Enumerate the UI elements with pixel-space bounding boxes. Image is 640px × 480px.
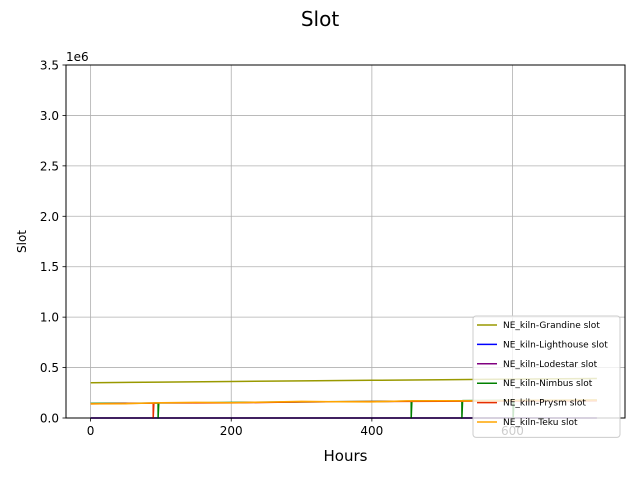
y-axis-label: Slot	[15, 230, 29, 253]
legend-label: NE_kiln-Lodestar slot	[503, 360, 598, 370]
x-tick-label: 0	[87, 424, 95, 438]
y-tick-label: 3.0	[40, 109, 59, 123]
y-tick-label: 2.0	[40, 210, 59, 224]
legend-label: NE_kiln-Prysm slot	[503, 399, 586, 409]
plot-frame	[65, 64, 626, 419]
legend-label: NE_kiln-Teku slot	[503, 418, 578, 428]
y-tick-label: 0.0	[40, 412, 59, 426]
y-tick-label: 2.5	[40, 159, 59, 173]
legend-label: NE_kiln-Grandine slot	[503, 321, 600, 331]
x-tick-label: 400	[360, 424, 383, 438]
legend-box	[472, 315, 621, 438]
y-tick-label: 3.5	[40, 59, 59, 73]
y-tick-label: 0.5	[40, 361, 59, 375]
y-tick-label: 1.0	[40, 311, 59, 325]
grid	[66, 64, 625, 419]
legend-label: NE_kiln-Lighthouse slot	[503, 340, 608, 350]
y-axis-offset-label: 1e6	[66, 50, 89, 64]
legend-label: NE_kiln-Nimbus slot	[503, 379, 593, 389]
y-axis-ticks: 0.0 0.5 1.0 1.5 2.0 2.5 3.0 3.5	[40, 59, 66, 426]
legend: NE_kiln-Grandine slot NE_kiln-Lighthouse …	[472, 315, 621, 438]
x-tick-label: 200	[220, 424, 243, 438]
chart-title: Slot	[301, 7, 339, 31]
y-tick-label: 1.5	[40, 260, 59, 274]
x-axis-label: Hours	[324, 447, 368, 465]
